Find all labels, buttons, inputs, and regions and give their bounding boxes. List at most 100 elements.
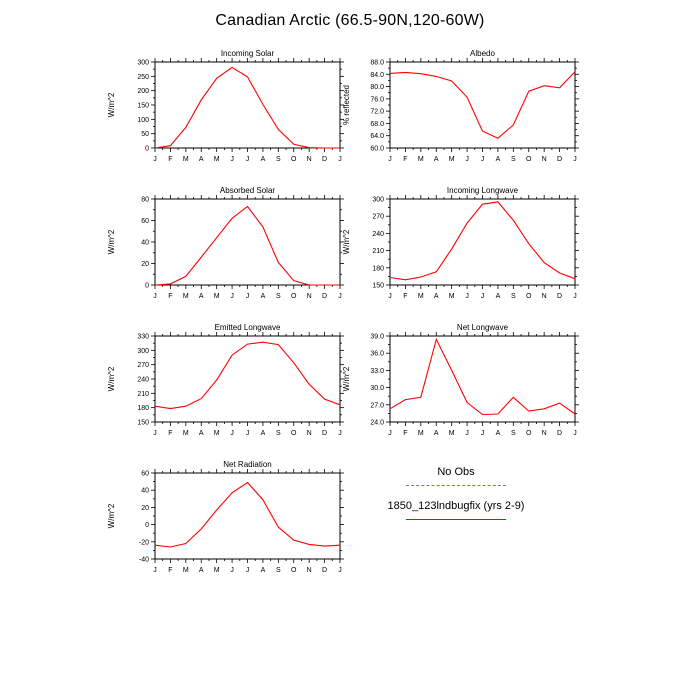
absorbed-solar-plot: Absorbed Solar W/m^2 0 20 40 60 80 J F M A M J J A S O N D… — [107, 186, 344, 300]
svg-text:D: D — [557, 293, 562, 300]
svg-text:N: N — [542, 430, 547, 437]
svg-text:300: 300 — [372, 197, 384, 204]
svg-text:W/m^2: W/m^2 — [342, 229, 351, 254]
legend-label-no-obs: No Obs — [437, 466, 475, 478]
svg-text:240: 240 — [372, 231, 384, 238]
incoming-solar-plot: Incoming Solar W/m^2 0 50 100 150 200 250 300 J F M… — [107, 49, 344, 163]
svg-text:A: A — [199, 430, 204, 437]
svg-text:O: O — [526, 293, 532, 300]
svg-text:J: J — [481, 430, 485, 437]
svg-text:180: 180 — [137, 405, 149, 412]
svg-text:150: 150 — [372, 283, 384, 290]
legend-line-no-obs — [406, 485, 506, 486]
svg-text:S: S — [276, 567, 281, 574]
svg-text:300: 300 — [137, 348, 149, 355]
svg-text:M: M — [183, 156, 189, 163]
svg-text:-40: -40 — [139, 557, 149, 564]
svg-text:D: D — [322, 156, 327, 163]
chart-emitted-longwave: Emitted Longwave W/m^2 150 180 210 240 270 300 3… — [100, 319, 350, 454]
svg-text:O: O — [526, 430, 532, 437]
svg-text:A: A — [434, 293, 439, 300]
svg-text:J: J — [153, 156, 157, 163]
svg-text:A: A — [261, 430, 266, 437]
svg-text:J: J — [388, 156, 392, 163]
svg-text:J: J — [338, 293, 342, 300]
svg-text:S: S — [276, 293, 281, 300]
svg-text:J: J — [230, 567, 234, 574]
svg-text:68.0: 68.0 — [370, 121, 384, 128]
svg-text:J: J — [338, 156, 342, 163]
svg-text:F: F — [403, 293, 407, 300]
svg-text:240: 240 — [137, 377, 149, 384]
svg-text:84.0: 84.0 — [370, 72, 384, 79]
svg-text:Net Longwave: Net Longwave — [457, 323, 509, 332]
svg-text:A: A — [496, 156, 501, 163]
svg-text:W/m^2: W/m^2 — [342, 366, 351, 391]
svg-text:A: A — [434, 430, 439, 437]
svg-text:0: 0 — [145, 283, 149, 290]
chart-absorbed-solar: Absorbed Solar W/m^2 0 20 40 60 80 J F M A M J J A S O N D… — [100, 182, 350, 317]
svg-text:J: J — [246, 293, 250, 300]
svg-text:J: J — [388, 293, 392, 300]
svg-text:D: D — [557, 156, 562, 163]
svg-text:330: 330 — [137, 334, 149, 341]
svg-text:24.0: 24.0 — [370, 420, 384, 427]
svg-text:N: N — [307, 156, 312, 163]
svg-text:M: M — [449, 430, 455, 437]
svg-text:20: 20 — [141, 505, 149, 512]
svg-text:J: J — [338, 430, 342, 437]
svg-text:20: 20 — [141, 261, 149, 268]
svg-text:150: 150 — [137, 420, 149, 427]
chart-incoming-longwave: Incoming Longwave W/m^2 150 180 210 240 270 300… — [335, 182, 585, 317]
net-longwave-plot: Net Longwave W/m^2 24.0 27.0 30.0 33.0 36.0 39.… — [342, 323, 579, 437]
svg-text:A: A — [199, 293, 204, 300]
svg-text:A: A — [496, 430, 501, 437]
svg-text:D: D — [322, 567, 327, 574]
chart-net-longwave: Net Longwave W/m^2 24.0 27.0 30.0 33.0 36.0 39.… — [335, 319, 585, 454]
svg-text:S: S — [511, 430, 516, 437]
incoming-longwave-plot: Incoming Longwave W/m^2 150 180 210 240 270 300… — [342, 186, 579, 300]
svg-text:M: M — [449, 156, 455, 163]
svg-text:N: N — [307, 293, 312, 300]
svg-text:S: S — [511, 293, 516, 300]
svg-text:J: J — [246, 430, 250, 437]
svg-text:250: 250 — [137, 74, 149, 81]
svg-text:76.0: 76.0 — [370, 96, 384, 103]
svg-text:80.0: 80.0 — [370, 84, 384, 91]
svg-text:150: 150 — [137, 103, 149, 110]
svg-text:80: 80 — [141, 197, 149, 204]
svg-text:O: O — [291, 293, 297, 300]
svg-text:J: J — [573, 293, 577, 300]
svg-text:0: 0 — [145, 522, 149, 529]
svg-text:210: 210 — [372, 248, 384, 255]
legend-label-model-run: 1850_123lndbugfix (yrs 2-9) — [387, 500, 525, 512]
svg-text:J: J — [153, 430, 157, 437]
svg-text:M: M — [183, 293, 189, 300]
svg-text:W/m^2: W/m^2 — [107, 503, 116, 528]
svg-text:A: A — [199, 567, 204, 574]
svg-text:88.0: 88.0 — [370, 60, 384, 67]
svg-text:39.0: 39.0 — [370, 334, 384, 341]
svg-text:M: M — [449, 293, 455, 300]
albedo-plot: Albedo % reflected 60.0 64.0 68.0 72.0 76.0 80.… — [342, 49, 579, 163]
svg-text:J: J — [230, 156, 234, 163]
svg-text:A: A — [261, 156, 266, 163]
svg-text:M: M — [214, 430, 220, 437]
svg-text:F: F — [168, 430, 172, 437]
svg-text:A: A — [496, 293, 501, 300]
svg-text:D: D — [322, 430, 327, 437]
svg-text:Incoming Longwave: Incoming Longwave — [447, 186, 519, 195]
svg-text:A: A — [199, 156, 204, 163]
svg-text:N: N — [542, 156, 547, 163]
chart-net-radiation: Net Radiation W/m^2 -40 -20 0 20 40 60 J F M A M J J A S… — [100, 456, 350, 591]
svg-text:50: 50 — [141, 131, 149, 138]
svg-text:M: M — [214, 293, 220, 300]
svg-text:D: D — [322, 293, 327, 300]
svg-text:S: S — [276, 430, 281, 437]
svg-text:Emitted Longwave: Emitted Longwave — [215, 323, 281, 332]
svg-text:270: 270 — [137, 362, 149, 369]
svg-text:J: J — [388, 430, 392, 437]
svg-text:60: 60 — [141, 471, 149, 478]
svg-text:-20: -20 — [139, 539, 149, 546]
